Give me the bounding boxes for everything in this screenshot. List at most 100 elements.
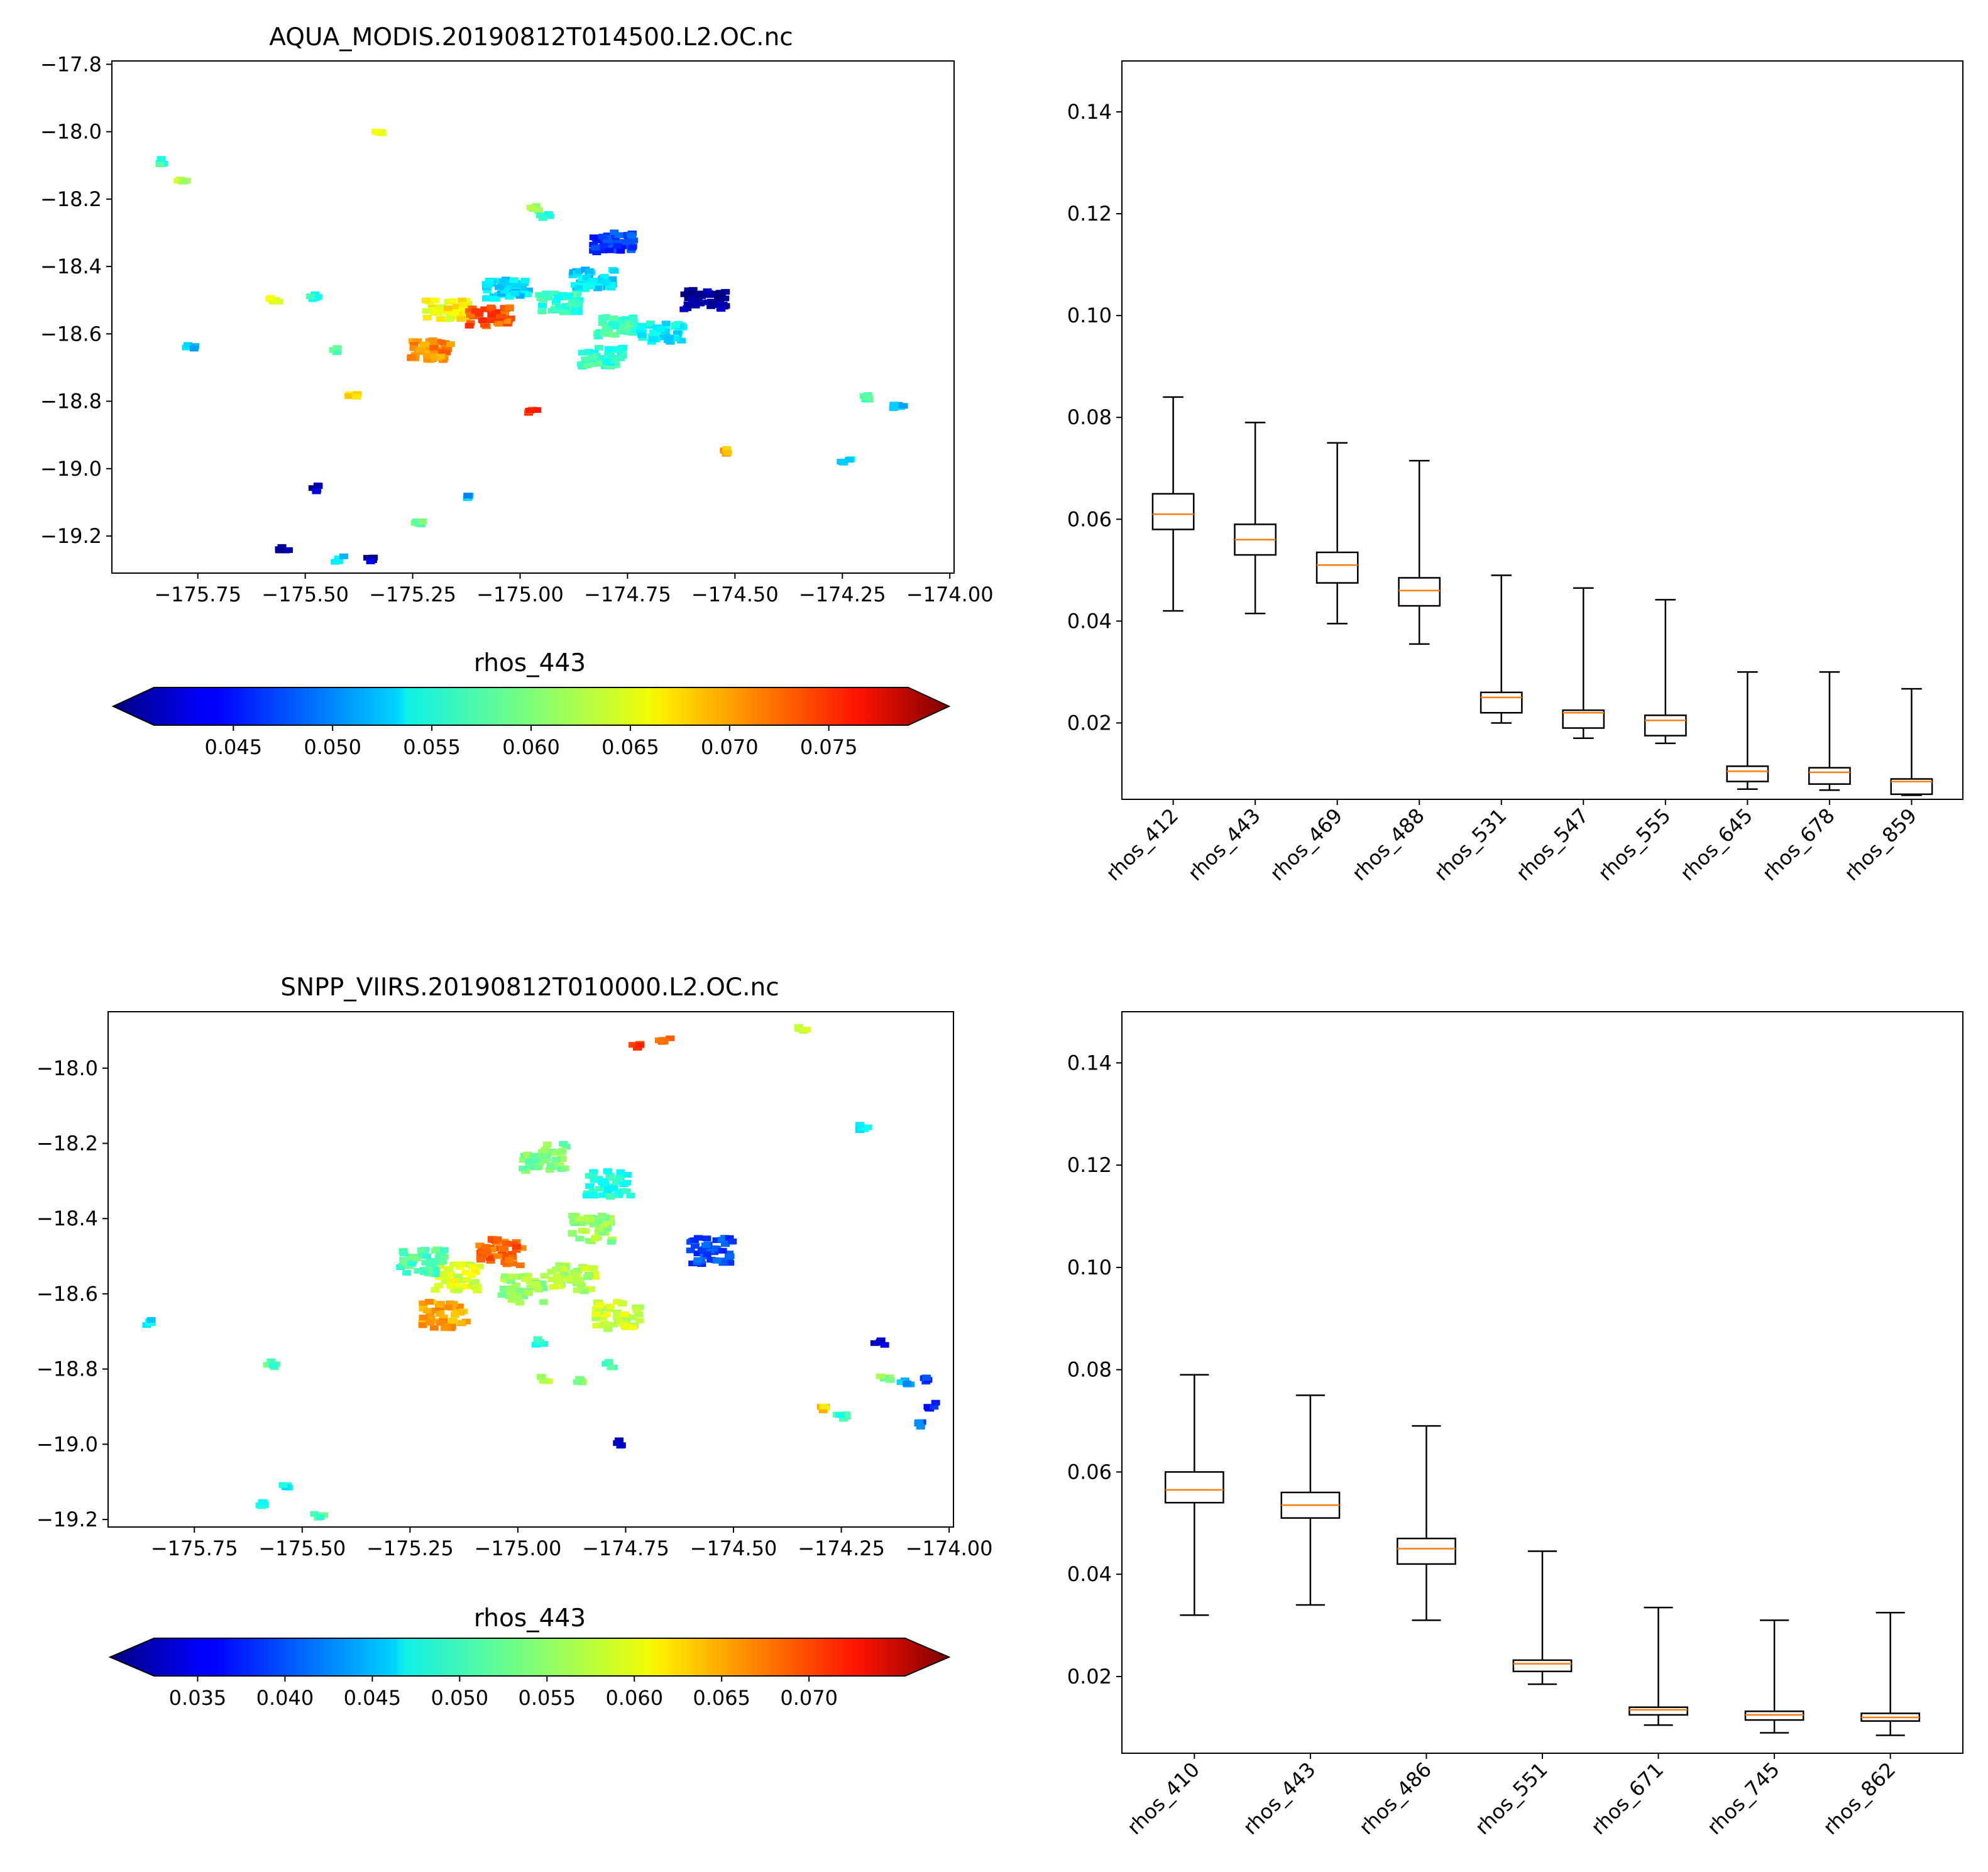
map-pixel [409, 345, 419, 351]
map-pixel [688, 1261, 698, 1266]
map-pixel [180, 178, 189, 184]
x-tick-label: −174.75 [584, 583, 671, 606]
map-pixel [590, 1215, 600, 1222]
map-pixel [885, 1374, 894, 1381]
map-pixel [886, 1377, 895, 1383]
map-pixel [601, 1311, 611, 1318]
map-pixel [551, 1150, 560, 1156]
map-pixel [604, 1186, 613, 1193]
map-pixel [492, 309, 501, 315]
viirs-boxplot-x-axis: rhos_410 rhos_443 rhos_486 rhos_551 rhos_671… [1123, 1753, 1900, 1839]
map-pixel [493, 1253, 503, 1259]
map-pixel [835, 1412, 844, 1418]
map-pixel [623, 320, 633, 326]
map-pixel [439, 1247, 449, 1253]
map-pixel [559, 1266, 568, 1273]
map-pixel [426, 1316, 436, 1322]
y-tick-label: −18.0 [36, 1056, 98, 1080]
map-pixel [922, 1375, 931, 1381]
y-tick-label: 0.12 [1067, 202, 1112, 226]
map-pixel [502, 318, 512, 324]
map-pixel [616, 1169, 625, 1175]
y-tick-label: 0.04 [1067, 1562, 1112, 1586]
map-pixel [339, 553, 348, 559]
map-pixel [604, 346, 613, 352]
map-pixel [637, 324, 646, 331]
y-tick-label: −19.0 [36, 1432, 98, 1456]
y-tick-label: −19.2 [40, 524, 102, 548]
map-pixel [535, 212, 545, 219]
map-pixel [596, 361, 605, 367]
map-pixel [466, 312, 475, 318]
map-pixel [590, 1177, 599, 1183]
map-pixel [717, 306, 726, 312]
map-pixel [539, 1299, 548, 1305]
map-pixel [645, 320, 655, 327]
map-pixel [622, 1317, 631, 1323]
map-pixel [532, 203, 541, 209]
map-pixel [418, 1322, 427, 1328]
y-tick-label: 0.12 [1067, 1153, 1112, 1177]
map-pixel [855, 1122, 864, 1128]
map-pixel [712, 1257, 722, 1264]
map-pixel [632, 1307, 642, 1313]
map-pixel [424, 1299, 434, 1305]
colorbar-tick-label: 0.050 [304, 735, 361, 759]
map-pixel [608, 358, 618, 364]
map-pixel [591, 1274, 600, 1280]
viirs-boxplot-panel: rhos_410 rhos_443 rhos_486 rhos_551 rhos_671… [1067, 1011, 1963, 1839]
map-pixel [422, 1308, 432, 1314]
map-pixel [173, 178, 183, 184]
map-pixel [575, 1216, 585, 1222]
y-tick-label: −18.4 [40, 255, 102, 278]
map-pixel [506, 1278, 515, 1284]
map-pixel [437, 349, 447, 354]
map-pixel [659, 1038, 669, 1044]
map-pixel [450, 1311, 459, 1318]
map-pixel [505, 305, 514, 312]
x-tick-label: rhos_645 [1676, 804, 1757, 885]
map-pixel [406, 1254, 415, 1260]
map-pixel [559, 309, 568, 315]
map-pixel [564, 309, 574, 315]
map-pixel [466, 1272, 476, 1278]
modis-boxplot-boxes [1151, 396, 1933, 796]
modis-map-frame [111, 60, 955, 574]
map-pixel [574, 1278, 583, 1284]
map-pixel [571, 282, 579, 288]
map-pixel [461, 1269, 471, 1276]
iqr-box [1890, 778, 1933, 796]
map-pixel [520, 278, 530, 283]
map-pixel [412, 518, 421, 525]
map-pixel [916, 1423, 925, 1430]
map-pixel [839, 459, 848, 466]
map-pixel [502, 1240, 511, 1247]
map-pixel [519, 1273, 529, 1279]
map-pixel [616, 329, 625, 335]
map-pixel [697, 290, 706, 297]
y-tick-label: 0.14 [1067, 100, 1112, 124]
map-pixel [684, 290, 693, 297]
map-pixel [542, 1141, 552, 1147]
map-pixel [429, 348, 439, 354]
map-pixel [468, 1264, 477, 1270]
map-pixel [629, 237, 638, 243]
map-pixel [576, 1220, 586, 1226]
x-tick-label: −175.50 [258, 1536, 346, 1560]
map-pixel [539, 1153, 549, 1159]
map-pixel [637, 332, 647, 338]
x-tick-label: −175.00 [475, 1536, 562, 1560]
map-pixel [439, 357, 448, 363]
map-pixel [876, 1373, 885, 1379]
x-tick-label: rhos_469 [1265, 804, 1347, 885]
map-pixel [635, 1042, 645, 1048]
colorbar-tick-label: 0.075 [800, 735, 858, 759]
map-pixel [582, 275, 591, 281]
map-pixel [546, 1163, 556, 1169]
map-pixel [859, 393, 869, 399]
map-pixel [423, 356, 432, 363]
map-pixel [426, 1263, 435, 1269]
map-pixel [518, 285, 527, 291]
map-pixel [589, 241, 598, 248]
map-pixel [438, 1259, 448, 1265]
